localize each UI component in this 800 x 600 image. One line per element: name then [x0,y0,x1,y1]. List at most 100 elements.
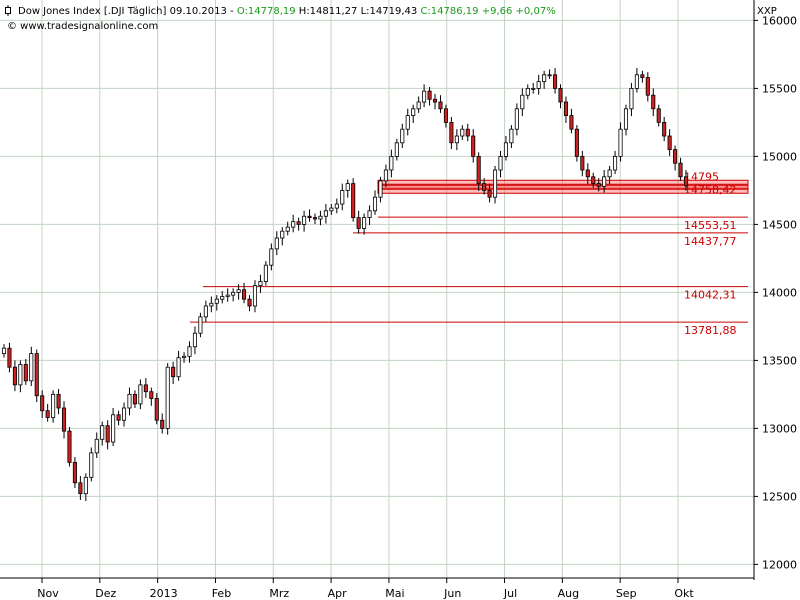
candle-91 [498,150,503,178]
source-credit: © www.tradesignalonline.com [7,21,158,32]
candle-100 [547,69,552,79]
candle-32 [176,350,181,381]
candle-108 [591,172,596,188]
candle-36 [198,312,203,338]
candle-69 [378,176,383,203]
candle-42 [231,288,236,302]
x-axis-ticks: Nov Dez 2013 Feb Mrz Apr Mai Jun Jul Aug Sep Okt [37,578,694,600]
candle-11 [61,401,67,439]
candle-113 [618,122,623,162]
candle-33 [182,352,187,363]
candle-104 [569,108,574,134]
candle-4 [23,359,28,385]
y-tick-label-15000: 15000 [762,150,797,163]
candle-122 [667,129,672,156]
candle-49 [269,243,274,271]
x-tick-label-2: 2013 [150,587,178,600]
candle-82 [449,116,454,150]
candle-58 [318,210,323,226]
candle-116 [634,68,639,93]
candle-95 [520,88,525,117]
x-tick-label-11: Okt [674,587,694,600]
y-axis-ticks: 12000 12500 13000 13500 14000 14500 15000 15500… [754,14,797,571]
candle-34 [187,341,192,363]
candle-9 [51,390,56,423]
candle-16 [89,447,94,482]
candle-62 [340,183,345,211]
candle-45 [247,295,252,312]
candle-23 [127,387,132,416]
candle-57 [312,213,318,225]
candle-46 [252,280,258,313]
candle-20 [111,408,116,447]
candle-31 [171,361,176,385]
candle-83 [454,129,459,151]
candle-43 [236,284,241,300]
candle-41 [225,288,230,302]
candle-50 [274,231,279,256]
candle-64 [351,178,356,222]
x-tick-label-3: Feb [212,587,231,600]
candle-98 [536,74,541,95]
candle-27 [149,387,154,406]
candle-22 [121,402,127,427]
candle-65 [356,210,361,234]
candle-48 [263,261,268,286]
candle-78 [427,87,432,106]
level-label-2: 14553,51 [684,219,737,232]
series-icon [5,5,11,16]
candle-102 [558,84,563,109]
candle-5 [29,346,34,386]
candle-124 [678,157,683,181]
candles [1,68,689,502]
level-label-3: 14437,77 [684,235,737,248]
x-tick-label-7: Jun [443,587,461,600]
candle-123 [673,145,678,171]
candle-93 [509,125,514,148]
candle-21 [116,410,121,426]
candle-10 [56,388,61,415]
candle-0 [1,344,7,358]
candle-39 [214,295,219,311]
candle-1 [7,342,12,373]
candle-107 [585,163,590,185]
candle-40 [220,291,225,304]
candle-7 [40,390,45,419]
candle-24 [132,390,137,408]
y-tick-label-13500: 13500 [762,354,797,367]
candle-17 [94,432,99,459]
candle-84 [460,125,465,141]
candle-85 [465,123,470,142]
x-tick-label-10: Sep [616,587,637,600]
candle-3 [18,360,23,393]
x-tick-label-1: Dez [95,587,116,600]
candle-28 [154,393,159,425]
level-label-1: 14758,42 [684,183,737,196]
candle-90 [493,165,498,204]
candle-92 [503,136,508,161]
x-tick-label-8: Jul [503,587,517,600]
candle-117 [640,70,645,83]
candle-118 [645,72,650,102]
candle-12 [67,427,72,467]
candle-70 [383,164,388,188]
candle-86 [471,129,476,163]
candle-105 [574,125,579,162]
candle-60 [329,204,334,215]
candle-61 [334,198,339,214]
candle-66 [362,213,367,235]
candle-63 [345,179,350,198]
candle-51 [280,227,285,246]
chart-header: Dow Jones Index [.DJI Täglich] 09.10.201… [5,5,777,32]
candle-73 [400,123,405,148]
candle-119 [651,88,656,117]
candle-94 [514,103,519,136]
candle-120 [656,104,661,127]
candle-74 [405,108,410,136]
candle-96 [525,84,530,100]
y-tick-label-12500: 12500 [762,490,797,503]
candle-59 [323,204,328,224]
candle-80 [438,95,443,113]
y-tick-label-16000: 16000 [762,14,797,27]
candle-2 [12,360,17,392]
